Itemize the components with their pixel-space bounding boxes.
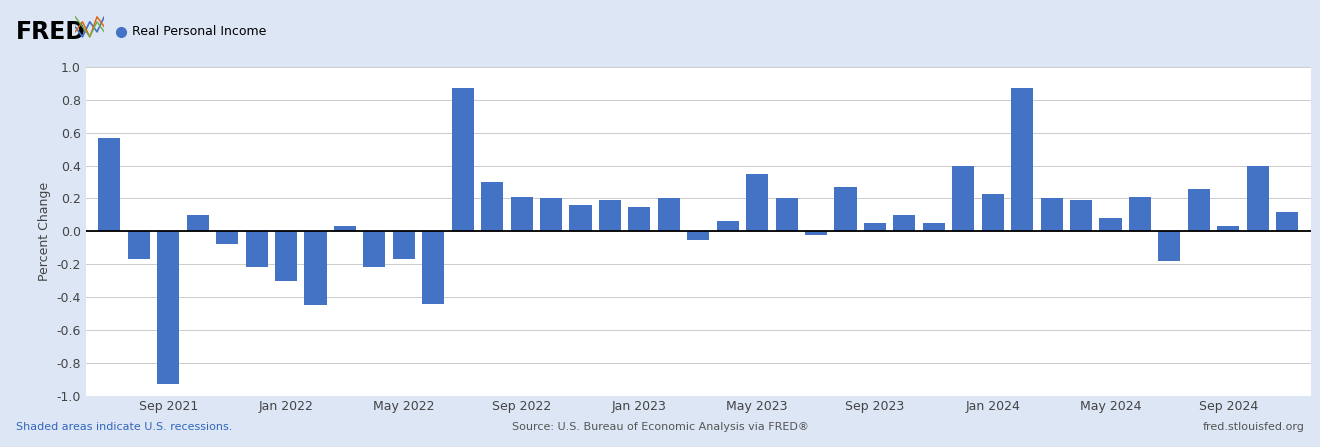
Bar: [334, 226, 356, 232]
Bar: [1246, 166, 1269, 232]
Text: fred.stlouisfed.org: fred.stlouisfed.org: [1203, 422, 1304, 432]
Bar: [157, 232, 180, 384]
Bar: [422, 232, 445, 304]
Bar: [363, 232, 385, 267]
Bar: [717, 221, 739, 232]
Bar: [1040, 198, 1063, 232]
Bar: [275, 232, 297, 281]
Bar: [246, 232, 268, 267]
Bar: [863, 223, 886, 232]
Bar: [1159, 232, 1180, 261]
Bar: [1071, 200, 1092, 232]
Bar: [1217, 226, 1239, 232]
Text: Source: U.S. Bureau of Economic Analysis via FRED®: Source: U.S. Bureau of Economic Analysis…: [512, 422, 808, 432]
Bar: [186, 215, 209, 232]
Y-axis label: Percent Change: Percent Change: [38, 182, 51, 281]
Text: Real Personal Income: Real Personal Income: [132, 25, 267, 38]
Bar: [1188, 189, 1210, 232]
Bar: [1129, 197, 1151, 232]
Bar: [923, 223, 945, 232]
Bar: [834, 187, 857, 232]
Bar: [776, 198, 797, 232]
Bar: [128, 232, 150, 259]
Text: Shaded areas indicate U.S. recessions.: Shaded areas indicate U.S. recessions.: [16, 422, 232, 432]
Bar: [393, 232, 414, 259]
Bar: [305, 232, 326, 305]
Bar: [746, 174, 768, 232]
Bar: [569, 205, 591, 232]
Bar: [1011, 89, 1034, 232]
Bar: [982, 194, 1003, 232]
Bar: [480, 182, 503, 232]
Bar: [1100, 218, 1122, 232]
Text: FRED: FRED: [16, 20, 86, 44]
Bar: [952, 166, 974, 232]
Bar: [98, 138, 120, 232]
Bar: [540, 198, 562, 232]
Bar: [451, 89, 474, 232]
Bar: [628, 207, 651, 232]
Bar: [1276, 211, 1299, 232]
Bar: [657, 198, 680, 232]
Bar: [894, 215, 916, 232]
Bar: [688, 232, 709, 240]
Bar: [599, 200, 620, 232]
Bar: [216, 232, 238, 245]
Bar: [805, 232, 828, 235]
Bar: [511, 197, 533, 232]
